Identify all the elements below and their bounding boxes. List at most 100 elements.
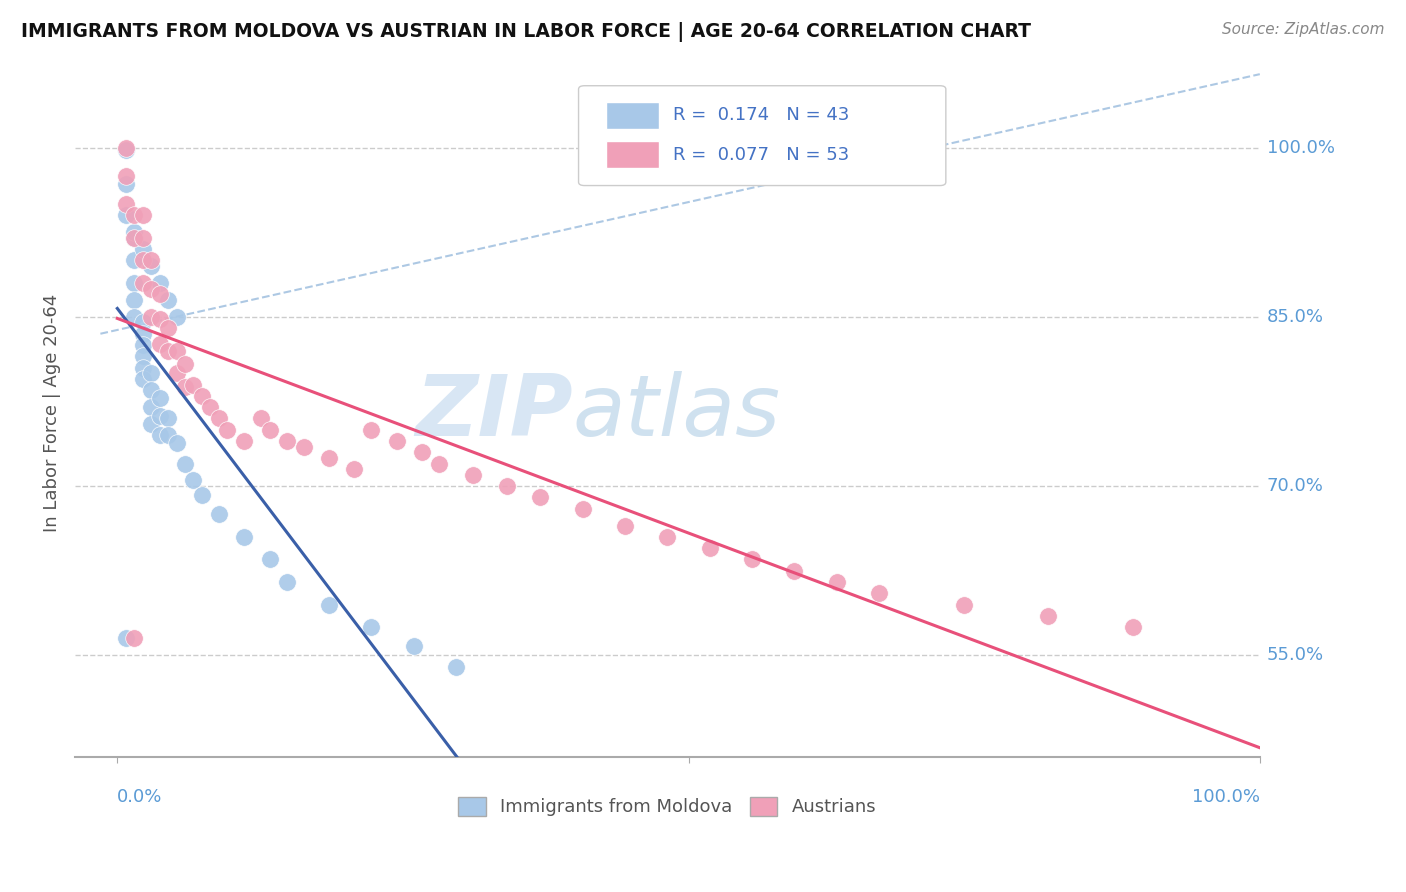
FancyBboxPatch shape: [578, 86, 946, 186]
Point: [191, 389, 214, 403]
Point: [122, 632, 145, 646]
Point: [259, 552, 281, 566]
Point: [114, 169, 136, 183]
Point: [233, 530, 256, 544]
Point: [114, 177, 136, 191]
Point: [427, 457, 450, 471]
Point: [149, 337, 172, 351]
Point: [200, 400, 222, 414]
Point: [529, 491, 551, 505]
Point: [141, 259, 163, 273]
Point: [174, 380, 197, 394]
Point: [741, 552, 763, 566]
Point: [411, 445, 433, 459]
Point: [149, 428, 172, 442]
Text: IMMIGRANTS FROM MOLDOVA VS AUSTRIAN IN LABOR FORCE | AGE 20-64 CORRELATION CHART: IMMIGRANTS FROM MOLDOVA VS AUSTRIAN IN L…: [21, 22, 1031, 42]
Point: [292, 440, 315, 454]
Point: [149, 391, 172, 405]
Point: [318, 598, 340, 612]
Point: [183, 377, 205, 392]
Point: [132, 208, 155, 222]
Point: [825, 574, 848, 589]
Text: R =  0.174   N = 43: R = 0.174 N = 43: [673, 106, 849, 124]
Point: [657, 530, 679, 544]
Text: 55.0%: 55.0%: [1267, 647, 1324, 665]
Point: [157, 293, 180, 307]
Point: [461, 467, 484, 482]
Bar: [606, 141, 659, 169]
Point: [183, 474, 205, 488]
Point: [132, 326, 155, 341]
Point: [122, 231, 145, 245]
Point: [141, 310, 163, 324]
Point: [114, 140, 136, 154]
Point: [132, 360, 155, 375]
Point: [166, 436, 188, 450]
Point: [132, 253, 155, 268]
Point: [402, 640, 425, 654]
Text: 70.0%: 70.0%: [1267, 477, 1323, 495]
Text: 85.0%: 85.0%: [1267, 308, 1324, 326]
Point: [122, 253, 145, 268]
Point: [276, 574, 298, 589]
Point: [157, 411, 180, 425]
Text: 100.0%: 100.0%: [1192, 788, 1260, 805]
Point: [571, 501, 593, 516]
Point: [208, 411, 231, 425]
Point: [132, 242, 155, 256]
Text: R =  0.077   N = 53: R = 0.077 N = 53: [673, 145, 849, 163]
Point: [157, 321, 180, 335]
Text: Source: ZipAtlas.com: Source: ZipAtlas.com: [1222, 22, 1385, 37]
Point: [614, 518, 637, 533]
Point: [149, 276, 172, 290]
Point: [783, 564, 806, 578]
Point: [495, 479, 517, 493]
Point: [149, 312, 172, 326]
Text: 100.0%: 100.0%: [1267, 138, 1334, 156]
Point: [233, 434, 256, 448]
Point: [132, 372, 155, 386]
Point: [157, 343, 180, 358]
Point: [132, 349, 155, 363]
Point: [141, 366, 163, 380]
Point: [141, 400, 163, 414]
Point: [343, 462, 366, 476]
Text: 0.0%: 0.0%: [117, 788, 163, 805]
Legend: Immigrants from Moldova, Austrians: Immigrants from Moldova, Austrians: [451, 789, 883, 823]
Point: [276, 434, 298, 448]
Point: [122, 276, 145, 290]
Point: [166, 366, 188, 380]
Point: [149, 287, 172, 301]
Point: [122, 208, 145, 222]
Point: [114, 208, 136, 222]
Point: [141, 253, 163, 268]
Bar: [606, 102, 659, 129]
Point: [1038, 608, 1060, 623]
Point: [1122, 620, 1144, 634]
Point: [385, 434, 408, 448]
Point: [122, 293, 145, 307]
Point: [699, 541, 721, 556]
Point: [259, 423, 281, 437]
Point: [122, 231, 145, 245]
Point: [360, 423, 382, 437]
Point: [952, 598, 974, 612]
Point: [149, 409, 172, 424]
Point: [360, 620, 382, 634]
Point: [114, 197, 136, 211]
Text: ZIP: ZIP: [415, 371, 572, 454]
Y-axis label: In Labor Force | Age 20-64: In Labor Force | Age 20-64: [44, 293, 60, 532]
Point: [122, 225, 145, 239]
Point: [868, 586, 890, 600]
Point: [141, 383, 163, 397]
Point: [132, 231, 155, 245]
Point: [166, 310, 188, 324]
Point: [132, 315, 155, 329]
Point: [444, 659, 467, 673]
Point: [174, 357, 197, 371]
Text: atlas: atlas: [572, 371, 780, 454]
Point: [208, 508, 231, 522]
Point: [122, 310, 145, 324]
Point: [141, 417, 163, 431]
Point: [166, 343, 188, 358]
